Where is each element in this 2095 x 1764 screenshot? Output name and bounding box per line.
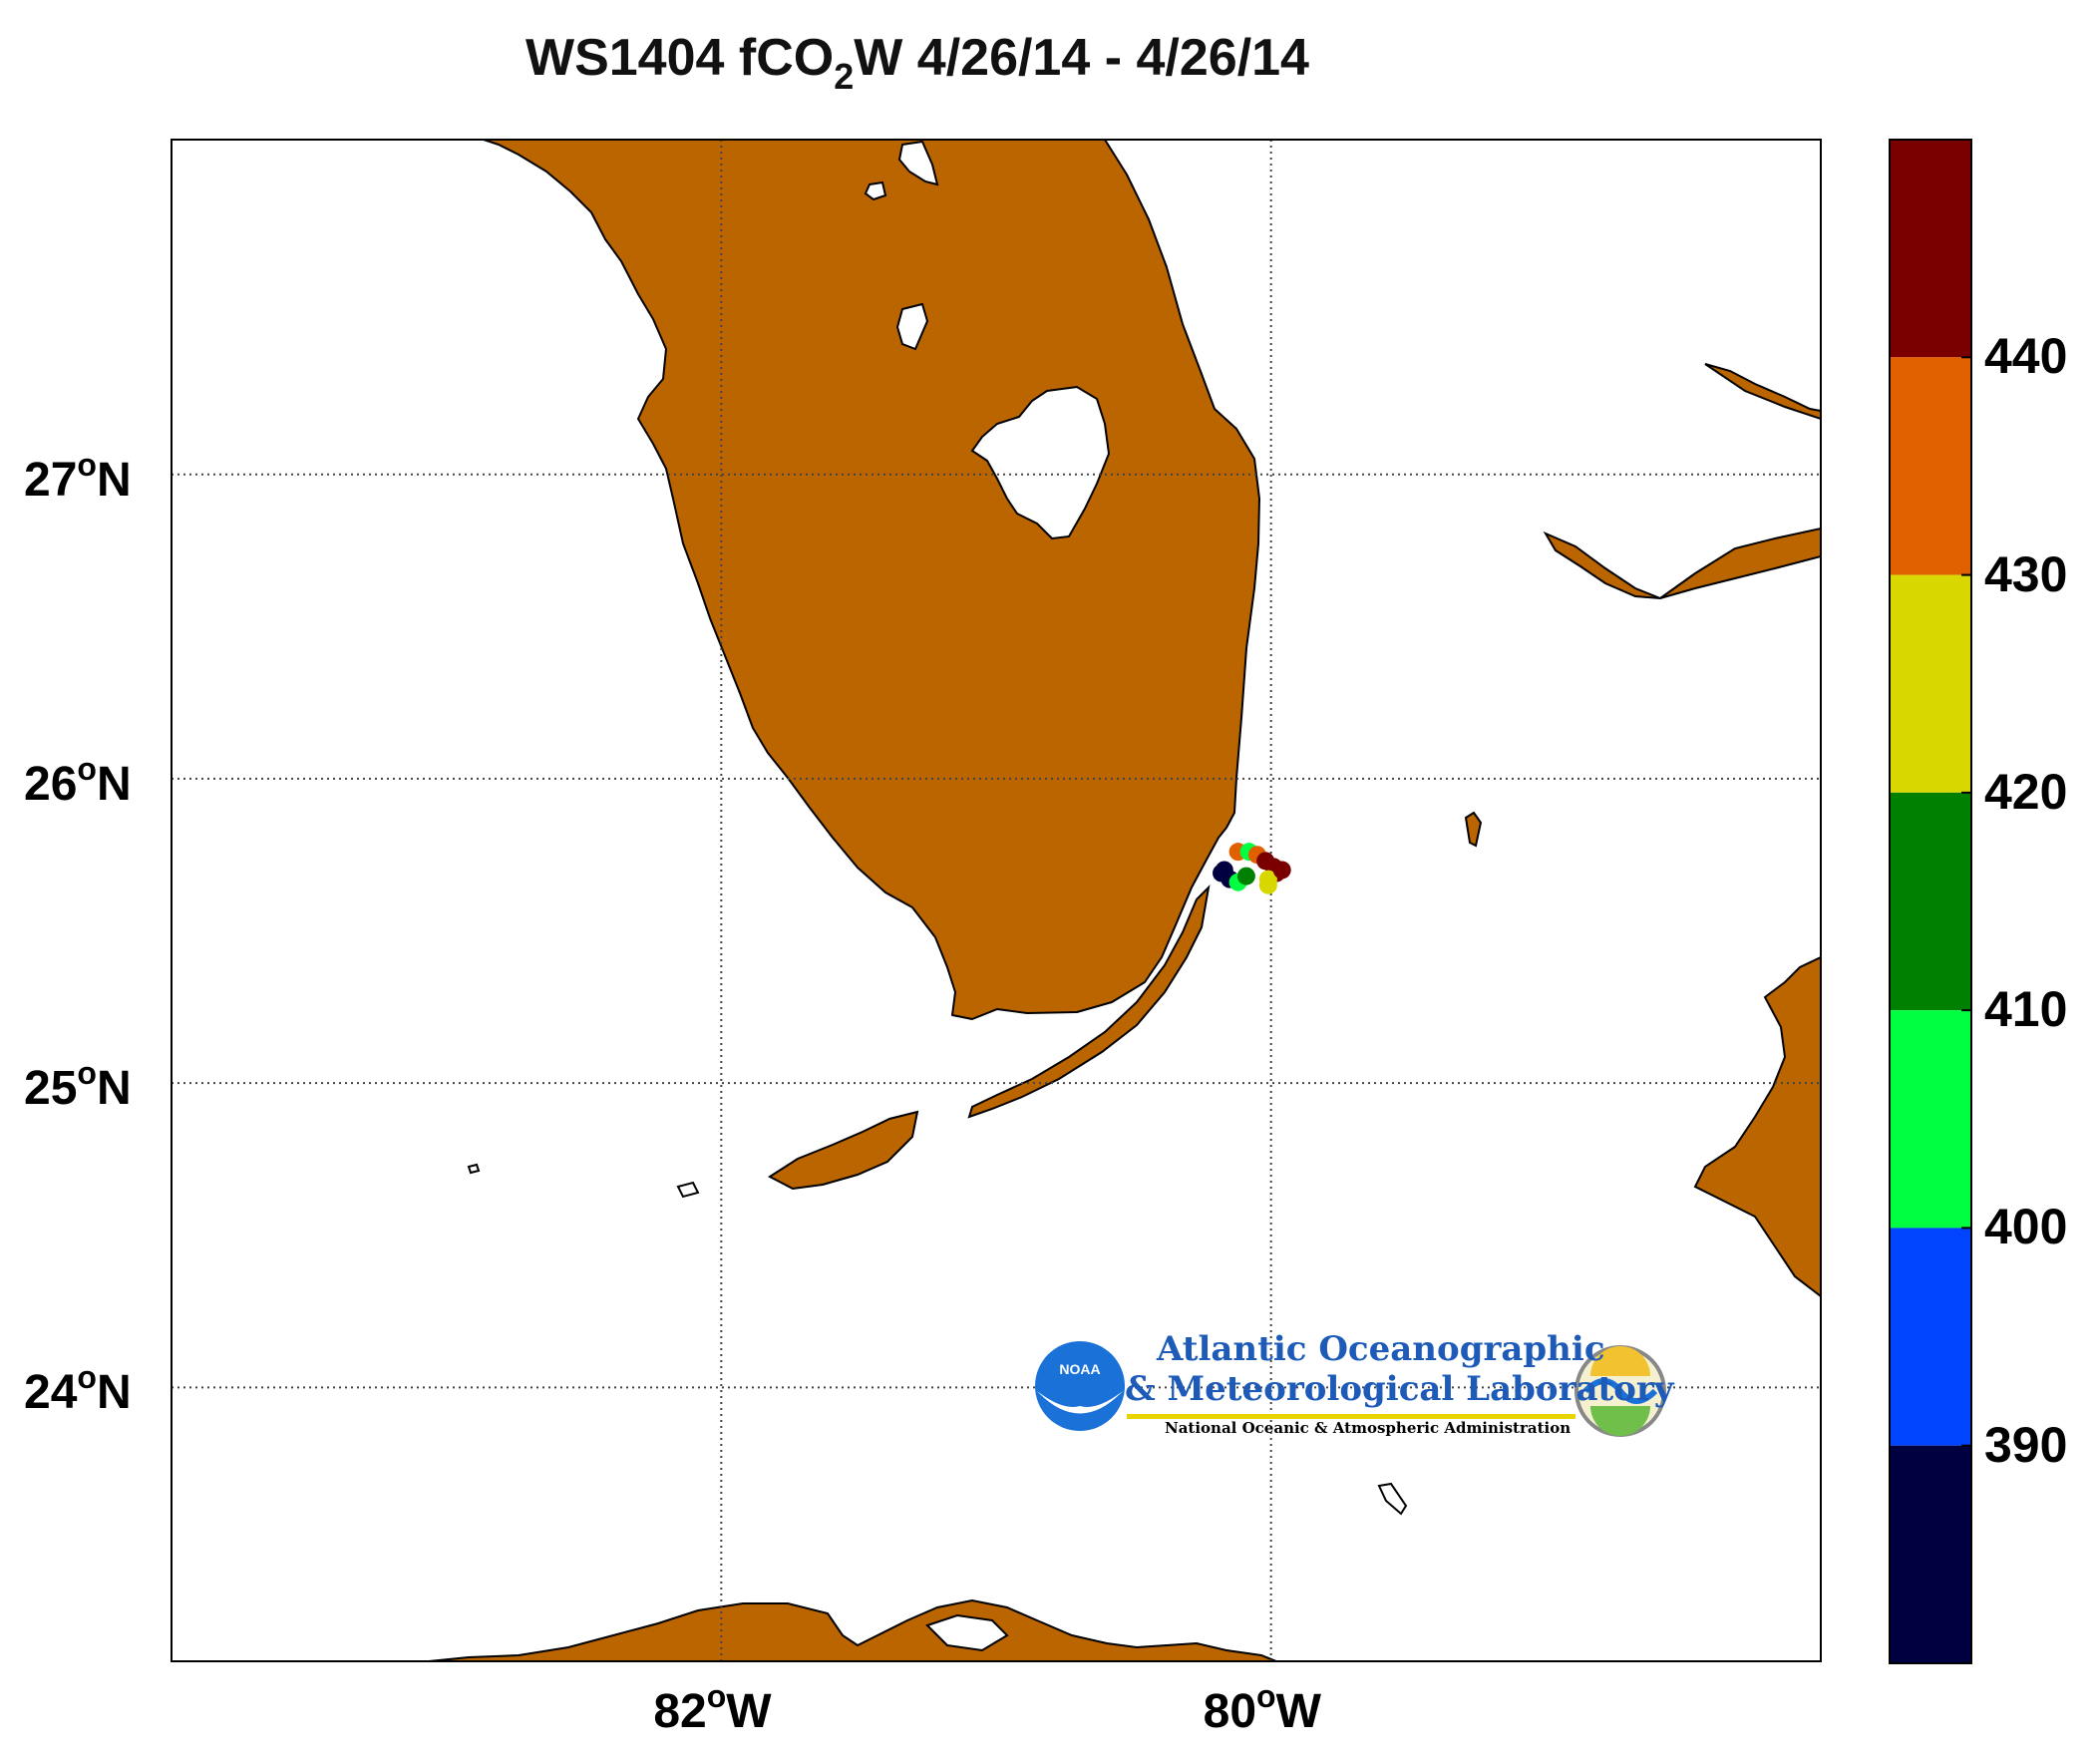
abaco-fragment — [1704, 363, 1821, 421]
noaa-emblem-icon — [1035, 1341, 1125, 1431]
colorbar-band — [1890, 1445, 1971, 1663]
degree-value: 25 — [24, 1062, 78, 1116]
colorbar-band — [1890, 1010, 1971, 1229]
measurement-point — [1272, 861, 1291, 880]
degree-value: 24 — [24, 1366, 78, 1420]
degree-value: 27 — [24, 453, 78, 507]
colorbar-tick-label: 400 — [1984, 1199, 2068, 1255]
degree-symbol: o — [77, 1055, 97, 1092]
noaa-bird-icon — [1037, 1391, 1123, 1414]
aoml-seal-ground-icon — [1590, 1406, 1650, 1436]
cuba-coast — [428, 1598, 1277, 1661]
lake-kissimmee — [897, 140, 939, 186]
colorbar-frame — [1889, 139, 1972, 1664]
colorbar-tick-label: 430 — [1984, 545, 2068, 602]
degree-value: 26 — [24, 757, 78, 811]
logo-line2: & Meteorological Laboratory — [1125, 1369, 1674, 1409]
degree-value: 80 — [1203, 1685, 1257, 1738]
colorbar-band — [1890, 140, 1971, 358]
degree-symbol: o — [77, 1359, 97, 1396]
degree-symbol: o — [77, 750, 97, 787]
hemisphere: N — [96, 1062, 132, 1116]
plot-frame — [171, 139, 1822, 1662]
aoml-seal-sun-icon — [1590, 1346, 1650, 1376]
colorbar-band — [1890, 1228, 1971, 1446]
colorbar-tick-label: 420 — [1984, 763, 2068, 820]
noaa-logo: NOAA — [1035, 1341, 1666, 1437]
logo-underline — [1127, 1414, 1575, 1419]
florida-peninsula — [483, 140, 1260, 1020]
title-suffix: W 4/26/14 - 4/26/14 — [854, 29, 1309, 87]
colorbar-band — [1890, 792, 1971, 1011]
logo-line1: Atlantic Oceanographic — [1157, 1329, 1605, 1369]
florida-keys-upper — [967, 884, 1211, 1119]
grand-bahama — [1543, 527, 1821, 600]
colorbar-tick-label: 440 — [1984, 328, 2068, 385]
small-cay-east — [1377, 1482, 1408, 1516]
colorbar-tick-label: 390 — [1984, 1416, 2068, 1473]
lake-small-north — [864, 180, 887, 201]
colorbar-band — [1890, 357, 1971, 575]
latitude-label: 24oN — [24, 1359, 132, 1420]
measurement-point — [1258, 876, 1277, 894]
longitude-label: 80oW — [1204, 1678, 1321, 1739]
colorbar-tick-label: 410 — [1984, 981, 2068, 1038]
land-layer — [428, 140, 1821, 1661]
logo-line3: National Oceanic & Atmospheric Administr… — [1165, 1419, 1571, 1437]
latitude-label: 25oN — [24, 1055, 132, 1116]
hemisphere: N — [96, 757, 132, 811]
cruise-track — [1213, 843, 1291, 894]
graticule — [172, 140, 1821, 1661]
cuba-bay — [925, 1613, 1009, 1652]
map-title: WS1404 fCO2W 4/26/14 - 4/26/14 — [0, 28, 1835, 98]
degree-symbol: o — [1256, 1678, 1276, 1714]
latitude-label: 26oN — [24, 751, 132, 812]
hemisphere: N — [96, 453, 132, 507]
title-prefix: WS1404 fCO — [525, 29, 835, 87]
lake-okeechobee — [970, 385, 1111, 540]
colorbar-band — [1890, 574, 1971, 793]
key-west — [676, 1181, 700, 1199]
latitude-label: 27oN — [24, 447, 132, 508]
title-subscript: 2 — [834, 56, 855, 97]
longitude-label: 82oW — [653, 1678, 771, 1739]
degree-symbol: o — [706, 1678, 727, 1714]
andros-island — [1693, 955, 1821, 1298]
bimini — [1464, 811, 1483, 848]
aoml-seal-wave-icon — [1582, 1378, 1658, 1404]
hemisphere: W — [1275, 1685, 1321, 1738]
measurement-point — [1236, 867, 1255, 885]
degree-value: 82 — [653, 1685, 707, 1738]
hemisphere: W — [726, 1685, 772, 1738]
noaa-badge-text: NOAA — [1059, 1361, 1100, 1377]
degree-symbol: o — [77, 446, 97, 483]
colorbar — [1889, 139, 1972, 1664]
lake-istokpoga — [895, 302, 929, 351]
florida-keys-lower — [768, 1110, 919, 1191]
hemisphere: N — [96, 1366, 132, 1420]
marquesas-cay — [467, 1163, 481, 1175]
